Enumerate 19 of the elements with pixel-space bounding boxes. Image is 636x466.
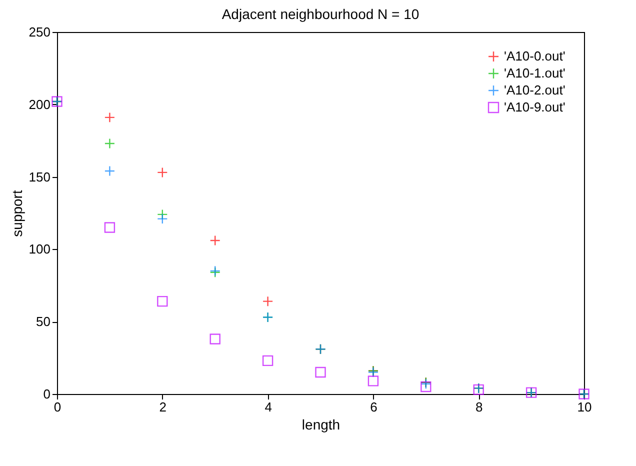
y-tick-label: 200 xyxy=(28,96,50,112)
x-axis-title: length xyxy=(302,416,340,432)
legend-label: 'A10-0.out' xyxy=(504,48,566,64)
y-axis-title: support xyxy=(8,190,25,237)
legend-label: 'A10-2.out' xyxy=(504,82,566,98)
y-tick-label: 250 xyxy=(28,24,50,40)
legend-label: 'A10-9.out' xyxy=(504,100,566,114)
x-tick-label: 4 xyxy=(264,400,272,414)
y-tick-label: 100 xyxy=(28,242,50,257)
chart-title: Adjacent neighbourhood N = 10 xyxy=(222,6,420,22)
x-tick-label: 10 xyxy=(577,400,592,414)
x-tick-label: 0 xyxy=(54,400,62,414)
x-tick-label: 6 xyxy=(370,400,378,414)
legend-label: 'A10-1.out' xyxy=(504,66,566,80)
x-tick-label: 2 xyxy=(159,400,167,414)
y-tick-label: 50 xyxy=(36,314,50,330)
y-tick-label: 0 xyxy=(43,386,50,402)
y-tick-label: 150 xyxy=(28,169,50,184)
x-tick-label: 8 xyxy=(475,400,483,414)
